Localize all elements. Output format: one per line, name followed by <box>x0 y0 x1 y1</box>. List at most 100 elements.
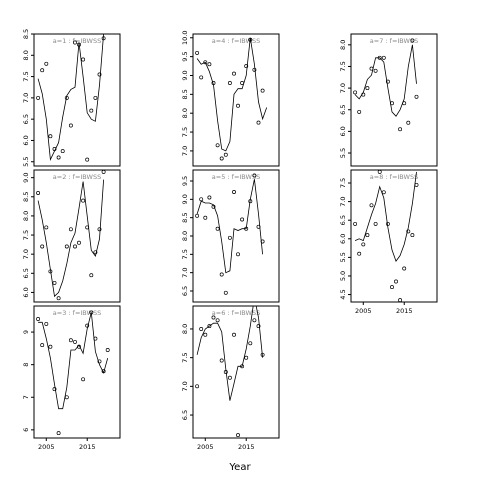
data-point <box>81 57 86 62</box>
x-tick-label: 2005 <box>197 443 214 451</box>
data-point <box>219 272 224 277</box>
data-point <box>252 173 257 178</box>
panel-title: a=8 : f=IBWSS <box>370 173 418 181</box>
data-point <box>81 377 86 382</box>
data-point <box>207 195 212 200</box>
data-point <box>215 226 220 231</box>
y-tick-label: 6.5 <box>181 286 189 296</box>
data-point <box>36 95 41 100</box>
y-tick-label: 7.0 <box>339 83 347 93</box>
data-point <box>68 123 73 128</box>
y-tick-label: 6.0 <box>22 287 30 297</box>
fit-line <box>354 171 417 262</box>
y-tick-label: 8.0 <box>181 108 189 118</box>
y-tick-label: 6.5 <box>181 410 189 420</box>
fit-line <box>38 312 109 410</box>
data-point <box>248 199 253 204</box>
data-point <box>97 72 102 77</box>
y-tick-label: 7.5 <box>339 178 347 188</box>
data-point <box>40 68 45 73</box>
y-tick-label: 9.0 <box>181 70 189 80</box>
data-point <box>373 221 378 226</box>
plot-area <box>195 37 268 161</box>
data-point <box>48 344 53 349</box>
y-tick-label: 5.5 <box>339 252 347 262</box>
panel-title: a=5 : f=IBWSS <box>212 173 260 181</box>
data-point <box>353 221 358 226</box>
data-point <box>236 252 240 257</box>
y-tick-label: 8.5 <box>22 29 30 39</box>
data-point <box>85 225 90 230</box>
fit-line <box>37 34 104 162</box>
data-point <box>44 61 49 66</box>
data-point <box>365 233 370 238</box>
panel-frame <box>192 33 280 167</box>
data-point <box>373 68 378 73</box>
data-point <box>101 369 106 374</box>
data-point <box>93 250 98 255</box>
y-tick-label: 5.5 <box>339 148 347 158</box>
y-tick-label: 8.0 <box>22 211 30 221</box>
panel-5: a=5 : f=IBWSS 6.5 7.0 7.5 8.0 8.5 9.0 9.5 <box>181 169 280 303</box>
data-point <box>377 170 382 174</box>
plot-area <box>195 173 265 295</box>
y-tick-label: 6.5 <box>339 215 347 225</box>
panel-title: a=6 : f=IBWSS <box>212 309 260 317</box>
data-point <box>40 244 45 249</box>
data-point <box>394 167 397 170</box>
data-point <box>56 155 61 160</box>
data-point <box>369 66 374 71</box>
data-point <box>52 147 57 151</box>
y-tick-label: 8.0 <box>339 40 347 50</box>
data-point <box>64 395 69 400</box>
data-point <box>385 221 390 226</box>
data-point <box>406 229 411 234</box>
data-point <box>381 55 386 60</box>
data-point <box>236 433 240 438</box>
x-tick-label: 2005 <box>355 307 372 315</box>
data-point <box>56 431 61 436</box>
data-point <box>227 235 232 240</box>
y-tick-label: 9 <box>22 330 30 334</box>
data-point <box>97 359 102 364</box>
y-tick-label: 5.0 <box>339 271 347 281</box>
plot-area <box>36 34 106 162</box>
data-point <box>390 285 394 290</box>
data-point <box>89 273 94 278</box>
data-point <box>357 109 362 114</box>
data-point <box>414 94 419 99</box>
y-tick-label: 7.5 <box>181 249 189 259</box>
data-point <box>256 120 261 125</box>
data-point <box>215 318 220 323</box>
data-point <box>227 81 232 85</box>
data-point <box>394 279 398 284</box>
y-tick-label: 7.5 <box>181 352 189 362</box>
data-point <box>68 338 73 343</box>
panel-7: a=7 : f=IBWSS 5.5 6.0 6.5 7.0 7.5 8.0 <box>339 33 438 170</box>
data-point <box>195 384 200 389</box>
data-point <box>227 375 232 380</box>
panel-4: a=4 : f=IBWSS 7.0 7.5 8.0 8.5 9.0 9.5 10.0 <box>181 31 280 167</box>
data-point <box>89 310 94 315</box>
y-tick-label: 7.0 <box>181 267 189 277</box>
data-point <box>56 296 61 301</box>
y-tick-label: 9.5 <box>181 176 189 186</box>
data-point <box>68 227 73 232</box>
data-point <box>240 217 245 222</box>
data-point <box>252 318 257 323</box>
panel-frame <box>192 305 280 439</box>
panel-title: a=2 : f=IBWSS <box>53 173 101 181</box>
y-tick-label: 10.0 <box>181 31 189 45</box>
data-point <box>240 364 245 369</box>
y-tick-label: 7.5 <box>22 71 30 81</box>
data-point <box>97 227 102 232</box>
x-axis-label: Year <box>228 462 251 473</box>
y-tick-label: 9.5 <box>181 51 189 61</box>
data-point <box>89 108 94 113</box>
data-point <box>353 90 358 95</box>
data-point <box>199 197 204 202</box>
y-tick-label: 6 <box>22 428 30 432</box>
data-point <box>211 204 216 209</box>
data-point <box>219 156 224 161</box>
